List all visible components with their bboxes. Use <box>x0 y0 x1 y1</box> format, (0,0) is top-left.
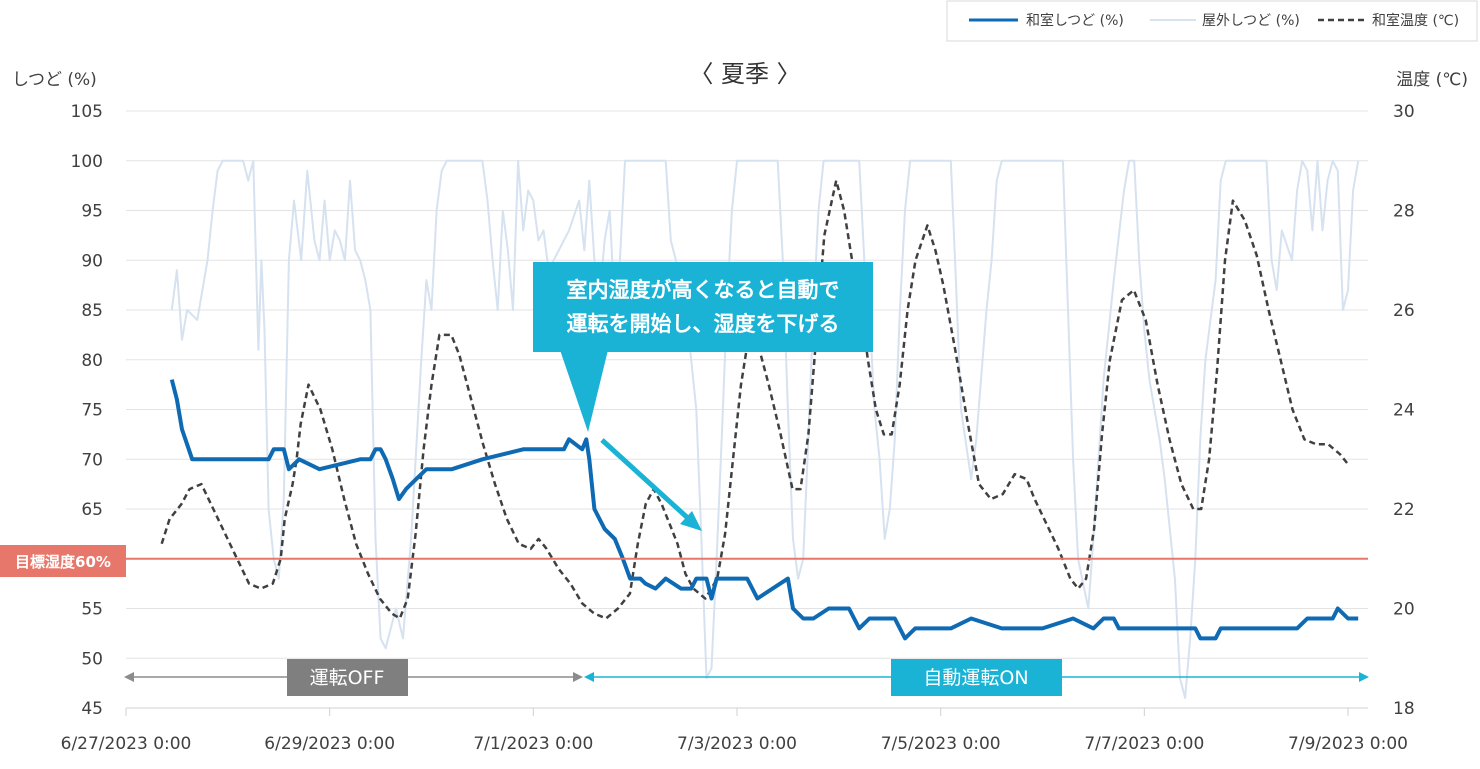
y-left-tick-label: 65 <box>81 500 103 520</box>
y-left-tick-label: 100 <box>71 152 103 172</box>
gridlines <box>125 110 1368 716</box>
phase-off-arrow-right <box>573 672 583 682</box>
phase-on: 自動運転ON <box>584 659 1369 696</box>
y-right-tick-label: 28 <box>1393 202 1415 222</box>
target-humidity: 目標湿度60% <box>0 545 1368 577</box>
y-right-tick-label: 24 <box>1393 401 1415 421</box>
y-right-tick-label: 26 <box>1393 301 1415 321</box>
legend-label-indoor-temp: 和室温度 (℃) <box>1372 12 1459 29</box>
y-left-tick-label: 95 <box>81 202 103 222</box>
callout-line1: 室内湿度が高くなると自動で <box>567 278 840 302</box>
y-right-tick-label: 18 <box>1393 699 1415 719</box>
target-badge <box>0 545 126 577</box>
callout: 室内湿度が高くなると自動で 運転を開始し、湿度を下げる <box>533 262 873 531</box>
x-tick-label: 7/1/2023 0:00 <box>473 734 593 754</box>
y-left-tick-label: 80 <box>81 351 103 371</box>
chart-title: 〈 夏季 〉 <box>689 60 800 88</box>
y-left-tick-label: 55 <box>81 600 103 620</box>
y-left-tick-label: 85 <box>81 301 103 321</box>
legend: 和室しつど (%) 屋外しつど (%) 和室温度 (℃) <box>946 0 1478 42</box>
phase-off-arrow-left <box>124 672 134 682</box>
legend-box <box>946 0 1478 42</box>
phase-off: 運転OFF <box>124 659 583 696</box>
phase-on-arrow-left <box>584 672 594 682</box>
x-tick-label: 7/7/2023 0:00 <box>1084 734 1204 754</box>
legend-label-outdoor-humidity: 屋外しつど (%) <box>1202 13 1300 29</box>
target-label: 目標湿度60% <box>15 553 111 571</box>
y-left-tick-label: 105 <box>71 102 103 122</box>
series-line-indoor-humidity <box>169 379 1359 641</box>
y-right-tick-label: 22 <box>1393 500 1415 520</box>
series-line-indoor-temp <box>160 179 1349 620</box>
y-left-axis-title: しつど (%) <box>12 70 97 90</box>
y-right-tick-labels: 30 28 26 24 22 20 18 <box>1393 102 1415 719</box>
x-tick-label: 7/5/2023 0:00 <box>881 734 1001 754</box>
y-left-tick-label: 75 <box>81 401 103 421</box>
y-left-tick-labels: 1051009590858075706560555045 <box>71 102 103 719</box>
series-lines <box>160 159 1360 699</box>
phase-off-label: 運転OFF <box>310 667 385 689</box>
phase-on-arrow-right <box>1359 672 1369 682</box>
phase-off-badge <box>287 659 408 696</box>
y-left-tick-label: 50 <box>81 649 103 669</box>
x-tick-labels: 6/27/2023 0:00 6/29/2023 0:00 7/1/2023 0:0… <box>61 734 1408 754</box>
y-left-tick-label: 90 <box>81 251 103 271</box>
y-right-tick-label: 30 <box>1393 102 1415 122</box>
callout-arrow-head <box>680 511 702 531</box>
callout-box <box>533 262 873 352</box>
y-left-tick-label: 70 <box>81 450 103 470</box>
x-tick-label: 6/27/2023 0:00 <box>61 734 192 754</box>
x-tick-label: 7/3/2023 0:00 <box>677 734 797 754</box>
series-line-outdoor-humidity <box>170 159 1360 699</box>
callout-arrow-shaft <box>600 438 692 522</box>
x-tick-label: 7/9/2023 0:00 <box>1288 734 1408 754</box>
legend-label-indoor-humidity: 和室しつど (%) <box>1026 12 1124 29</box>
y-right-axis-title: 温度 (℃) <box>1396 70 1468 90</box>
phase-on-label: 自動運転ON <box>923 667 1028 689</box>
y-right-tick-label: 20 <box>1393 600 1415 620</box>
y-left-tick-label: 45 <box>81 699 103 719</box>
callout-line2: 運転を開始し、湿度を下げる <box>567 312 840 336</box>
callout-pointer <box>560 350 608 432</box>
x-tick-label: 6/29/2023 0:00 <box>264 734 395 754</box>
phase-on-badge <box>891 659 1062 696</box>
